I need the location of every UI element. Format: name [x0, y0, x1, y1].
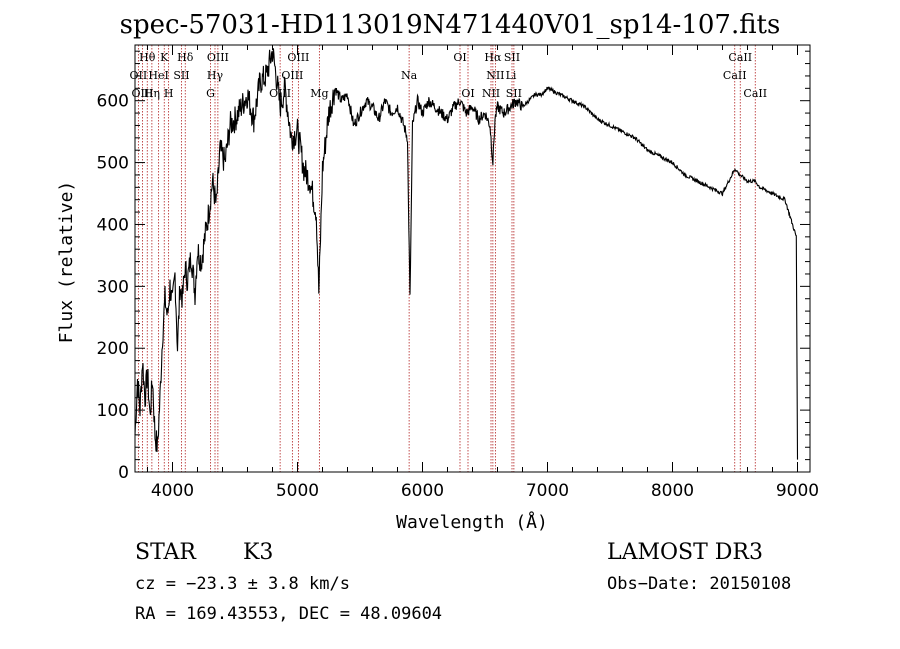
x-tick-label-2: 6000: [401, 481, 444, 501]
line-label-4: OIII: [287, 51, 309, 64]
line-label-25: NII: [482, 87, 500, 100]
y-tick-label-4: 400: [97, 215, 129, 235]
line-label-20: H: [164, 87, 174, 100]
line-label-5: OI: [453, 51, 466, 64]
object-subclass: K3: [243, 540, 274, 565]
ra-dec: RA = 169.43553, DEC = 48.09604: [135, 604, 443, 624]
x-tick-label-3: 7000: [526, 481, 569, 501]
line-label-3: OIII: [207, 51, 229, 64]
y-axis-label: Flux (relative): [56, 181, 77, 344]
line-label-0: Hθ: [139, 51, 156, 64]
chart-title: spec-57031-HD113019N471440V01_sp14-107.f…: [119, 10, 781, 40]
redshift-velocity: cz = −23.3 ± 3.8 km/s: [135, 574, 350, 594]
spectrum-line: [134, 48, 799, 460]
x-axis-label: Wavelength (Å): [396, 511, 548, 533]
x-tick-label-1: 5000: [276, 481, 319, 501]
line-label-23: Mg: [310, 87, 328, 100]
object-class: STAR: [135, 540, 196, 565]
line-label-8: CaII: [728, 51, 752, 64]
line-label-12: Hγ: [207, 69, 224, 82]
line-label-1: K: [160, 51, 169, 64]
y-tick-label-2: 200: [97, 339, 129, 359]
y-tick-label-5: 500: [97, 154, 129, 174]
line-label-17: CaII: [723, 69, 747, 82]
y-tick-label-1: 100: [97, 401, 129, 421]
line-label-7: SII: [504, 51, 520, 64]
y-tick-label-3: 300: [97, 277, 129, 297]
observation-date: Obs−Date: 20150108: [607, 574, 792, 594]
x-tick-label-4: 8000: [651, 481, 694, 501]
line-label-13: OIII: [281, 69, 303, 82]
line-label-24: OI: [461, 87, 474, 100]
line-markers: [137, 45, 756, 472]
y-tick-label-6: 600: [97, 92, 129, 112]
line-label-21: G: [206, 87, 215, 100]
x-tick-label-5: 9000: [776, 481, 819, 501]
y-tick-label-0: 0: [118, 463, 129, 483]
line-label-14: Na: [401, 69, 418, 82]
survey-name: LAMOST DR3: [607, 540, 763, 565]
line-label-6: Hα: [484, 51, 502, 64]
line-label-9: OII: [130, 69, 148, 82]
x-tick-label-0: 4000: [151, 481, 194, 501]
line-label-2: Hδ: [177, 51, 194, 64]
axes: 4000 5000 6000 7000 8000 9000 0 100 200 300 400 500…: [97, 45, 819, 501]
line-label-16: Li: [506, 69, 517, 82]
line-label-26: SII: [506, 87, 522, 100]
line-label-19: Hη: [144, 87, 160, 100]
line-label-11: SII: [173, 69, 189, 82]
line-label-15: NII: [486, 69, 504, 82]
line-label-10: HeI: [148, 69, 168, 82]
line-label-18: OIII: [131, 87, 153, 100]
line-label-27: CaII: [743, 87, 767, 100]
